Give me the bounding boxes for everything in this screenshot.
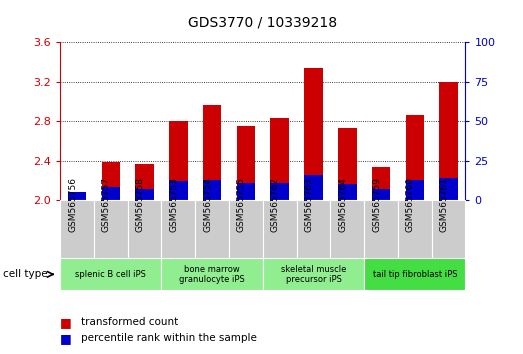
Bar [203, 104, 221, 200]
Text: cell type: cell type [3, 269, 47, 279]
Bar [263, 258, 364, 290]
Text: tail tip fibroblast iPS: tail tip fibroblast iPS [372, 270, 457, 279]
Text: GSM565764: GSM565764 [338, 177, 347, 232]
Bar [169, 181, 188, 200]
Bar [135, 189, 154, 200]
Text: GSM565756: GSM565756 [68, 177, 77, 232]
Text: GSM565755: GSM565755 [237, 177, 246, 232]
Text: GSM565759: GSM565759 [372, 177, 381, 232]
Text: GSM565757: GSM565757 [102, 177, 111, 232]
Bar [398, 200, 431, 258]
Bar [68, 192, 86, 200]
Bar [236, 126, 255, 200]
Bar [263, 200, 297, 258]
Bar [304, 68, 323, 200]
Bar [162, 258, 263, 290]
Bar [270, 183, 289, 200]
Bar [304, 175, 323, 200]
Bar [431, 200, 465, 258]
Bar [331, 200, 364, 258]
Bar [297, 200, 331, 258]
Bar [94, 200, 128, 258]
Bar [60, 200, 94, 258]
Bar [405, 179, 424, 200]
Bar [195, 200, 229, 258]
Text: GSM565763: GSM565763 [304, 177, 313, 232]
Text: GSM565760: GSM565760 [406, 177, 415, 232]
Text: splenic B cell iPS: splenic B cell iPS [75, 270, 146, 279]
Bar [229, 200, 263, 258]
Text: GSM565753: GSM565753 [169, 177, 178, 232]
Bar [169, 121, 188, 200]
Text: bone marrow
granulocyte iPS: bone marrow granulocyte iPS [179, 265, 245, 284]
Bar [364, 258, 465, 290]
Text: GDS3770 / 10339218: GDS3770 / 10339218 [188, 16, 337, 30]
Bar [439, 82, 458, 200]
Bar [338, 128, 357, 200]
Bar [135, 164, 154, 200]
Bar [270, 118, 289, 200]
Text: percentile rank within the sample: percentile rank within the sample [81, 333, 257, 343]
Text: GSM565754: GSM565754 [203, 177, 212, 232]
Bar [162, 200, 195, 258]
Text: ■: ■ [60, 332, 72, 344]
Bar [203, 179, 221, 200]
Text: GSM565762: GSM565762 [271, 177, 280, 232]
Text: transformed count: transformed count [81, 317, 178, 327]
Bar [60, 258, 162, 290]
Bar [236, 183, 255, 200]
Bar [338, 184, 357, 200]
Text: GSM565758: GSM565758 [135, 177, 144, 232]
Bar [372, 166, 390, 200]
Bar [101, 187, 120, 200]
Bar [101, 162, 120, 200]
Bar [439, 178, 458, 200]
Bar [372, 189, 390, 200]
Bar [364, 200, 398, 258]
Bar [68, 192, 86, 200]
Bar [405, 115, 424, 200]
Text: GSM565761: GSM565761 [439, 177, 449, 232]
Bar [128, 200, 162, 258]
Text: ■: ■ [60, 316, 72, 329]
Text: skeletal muscle
precursor iPS: skeletal muscle precursor iPS [281, 265, 346, 284]
